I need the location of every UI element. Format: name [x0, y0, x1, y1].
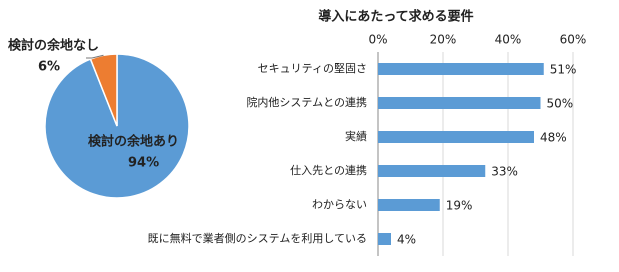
x-tick-label: 0%: [368, 33, 387, 47]
bar: [378, 233, 391, 245]
value-label: 48%: [540, 131, 567, 145]
y-tick-label: わからない: [312, 198, 367, 211]
bar: [378, 165, 486, 177]
y-tick-label: 既に無料で業者側のシステムを利用している: [148, 231, 367, 245]
y-tick-label: 実績: [345, 129, 367, 143]
y-tick-label: セキュリティの堅固さ: [258, 62, 367, 75]
bar: [378, 199, 440, 211]
value-label: 4%: [397, 233, 416, 247]
value-label: 51%: [550, 63, 577, 77]
leader-line: [86, 54, 104, 59]
x-tick-label: 40%: [495, 33, 522, 47]
value-label: 50%: [547, 97, 574, 111]
slice-value: 6%: [38, 60, 60, 75]
x-tick-label: 20%: [430, 33, 457, 47]
chart-title: 導入にあたって求める要件: [318, 9, 473, 25]
y-tick-label: 院内他システムとの連携: [246, 95, 367, 109]
slice-value: 94%: [128, 156, 159, 171]
value-label: 33%: [491, 165, 518, 179]
bar: [378, 131, 534, 143]
bar: [378, 97, 541, 109]
y-tick-label: 仕入先との連携: [290, 163, 367, 177]
bar: [378, 63, 544, 75]
x-tick-label: 60%: [560, 33, 587, 47]
value-label: 19%: [446, 199, 473, 213]
slice-label: 検討の余地あり: [88, 134, 179, 150]
slice-label: 検討の余地なし: [8, 38, 99, 54]
